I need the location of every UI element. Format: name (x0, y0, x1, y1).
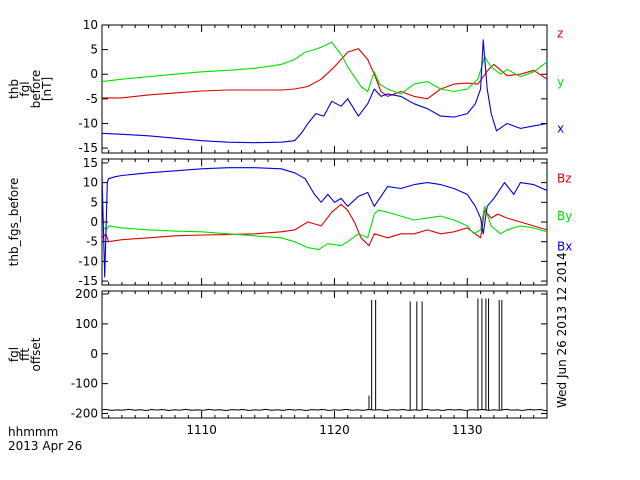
y-tick-label: -5 (86, 235, 98, 249)
y-axis-title-line: offset (29, 337, 43, 371)
y-tick-label: 5 (90, 195, 98, 209)
time-unit-label: hhmmm (8, 425, 58, 439)
y-axis-title-line: fgl (7, 347, 21, 362)
x-tick-label: 1110 (186, 423, 217, 437)
plot-area (102, 167, 547, 278)
offset-baseline (102, 408, 547, 412)
y-tick-label: -200 (71, 407, 98, 421)
y-tick-label: -5 (86, 92, 98, 106)
plot-area (102, 39, 547, 144)
y-tick-label: -100 (71, 377, 98, 391)
y-tick-label: -10 (78, 116, 98, 130)
y-tick-label: -10 (78, 254, 98, 268)
y-tick-label: -15 (78, 274, 98, 288)
series-line-By (102, 205, 547, 251)
timestamp-stamp: Wed Jun 26 2013 12 2014 (555, 252, 569, 408)
y-axis-title-line: [nT] (40, 77, 54, 101)
series-line-Bz (102, 203, 547, 247)
x-tick-label: 1130 (452, 423, 483, 437)
y-tick-label: 0 (90, 215, 98, 229)
x-tick-label: 1120 (319, 423, 350, 437)
legend-label-By: By (557, 209, 572, 223)
y-tick-label: 0 (90, 67, 98, 81)
series-line-y (102, 41, 547, 95)
y-axis-title-line: fft (18, 348, 32, 361)
series-line-z (102, 48, 547, 100)
y-tick-label: 5 (90, 43, 98, 57)
legend-label-z: z (557, 26, 563, 40)
series-line-Bx (102, 167, 547, 278)
y-tick-label: 100 (75, 317, 98, 331)
y-axis-title-line: thb (7, 79, 21, 99)
legend-label-Bz: Bz (557, 172, 572, 186)
y-tick-label: 15 (83, 156, 98, 170)
y-axis-title-line: thb_fgs_before (7, 178, 21, 267)
legend-label-y: y (557, 75, 564, 89)
y-tick-label: 10 (83, 176, 98, 190)
plot-area (102, 298, 547, 412)
y-tick-label: 10 (83, 18, 98, 32)
date-label: 2013 Apr 26 (8, 439, 82, 453)
y-axis-title-line: fgl (18, 81, 32, 96)
y-tick-label: 0 (90, 347, 98, 361)
panel-frame (101, 24, 548, 154)
y-axis-title-line: before (29, 70, 43, 109)
legend-label-Bx: Bx (557, 239, 572, 253)
panel-frame (101, 290, 548, 419)
legend-label-x: x (557, 121, 564, 135)
y-tick-label: 200 (75, 287, 98, 301)
series-line-x (102, 39, 547, 144)
y-tick-label: -15 (78, 141, 98, 155)
panel-2: 15 10 5 0 -5 -10 -15 thb_fgs_before Bz By Bx (7, 156, 572, 288)
